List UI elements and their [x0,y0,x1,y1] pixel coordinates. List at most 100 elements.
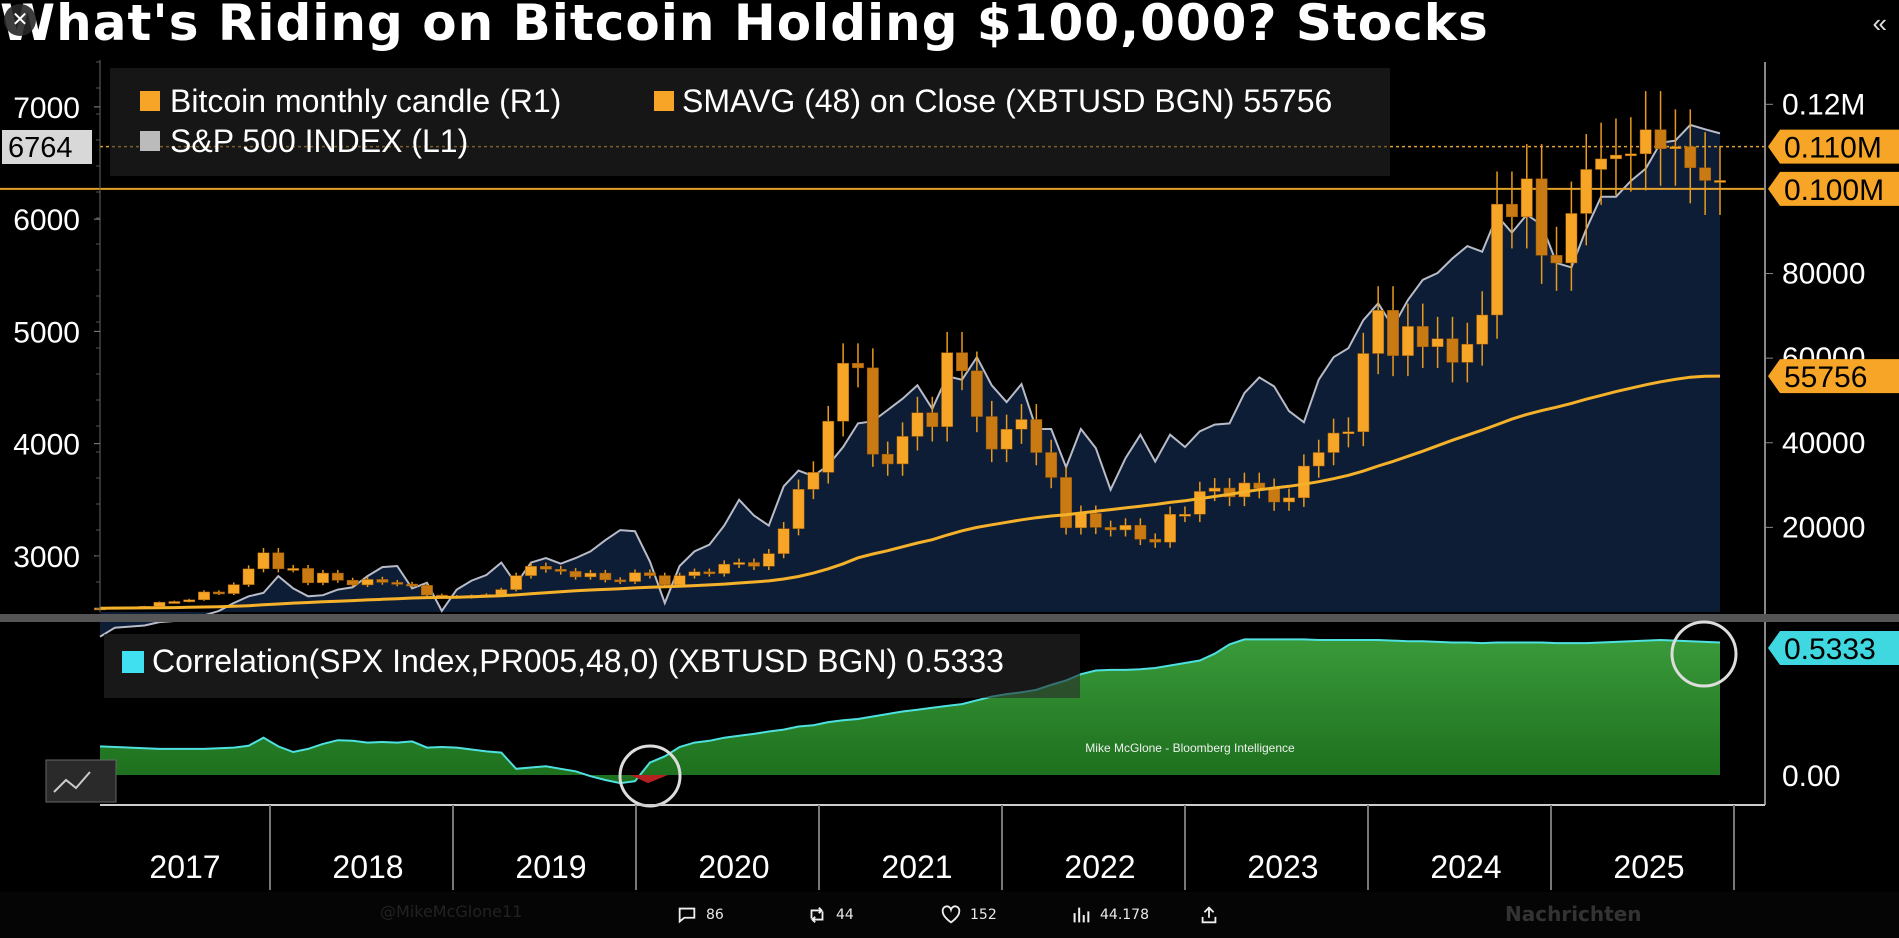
sma-last-marker: 55756 [1784,361,1867,394]
btc-candle [1312,452,1325,467]
btc-candle [1357,353,1370,433]
btc-candle [881,453,894,465]
btc-candle [866,367,879,455]
repost-button[interactable]: 44 [806,904,854,926]
btc-candle [257,552,270,570]
btc-candle [1075,513,1087,529]
btc-candle [822,420,835,473]
btc-candle [227,584,240,594]
btc-level-marker: 0.100M [1784,174,1884,207]
btc-candle [302,568,314,584]
btc-candle [1699,167,1712,181]
watermark-text: Mike McGlone - Bloomberg Intelligence [1085,741,1295,755]
sma-last-marker-box [1768,359,1899,394]
btc-candle [1283,497,1295,503]
btc-candle [1580,169,1593,214]
btc-candle [896,436,909,465]
btc-candle [1327,432,1340,453]
right-axis-tick: 80000 [1782,258,1865,291]
btc-candle [941,352,954,427]
btc-candle [539,566,552,570]
highlight-circle [1670,620,1738,688]
legend-correlation: Correlation(SPX Index,PR005,48,0) (XBTUS… [152,643,1004,679]
btc-candle [1624,153,1637,157]
btc-candle [198,591,210,601]
btc-candle [792,489,805,529]
btc-high-marker: 0.110M [1784,132,1882,165]
spx-last-marker: 6764 [8,132,73,164]
btc-candle [1669,146,1682,149]
panel-separator [0,614,1899,622]
btc-candle [213,591,225,595]
close-icon[interactable]: ✕ [4,4,36,36]
year-label: 2017 [149,849,220,885]
line-chart-icon [53,771,91,793]
legend-box [110,68,1390,176]
double-chevron-left-icon[interactable]: « [1872,8,1887,38]
btc-candle [1342,431,1355,435]
btc-candle [985,416,998,450]
btc-candle [168,601,181,604]
tweet-author: @MikeMcGlone11 [380,902,523,921]
left-axis-tick: 6000 [13,204,80,237]
btc-candle [1000,428,1013,450]
btc-candle [495,589,508,595]
btc-candle [510,575,523,590]
btc-candle [287,568,300,571]
btc-candle [1446,338,1459,363]
btc-candle [1030,419,1043,453]
btc-candle [926,412,939,427]
like-button[interactable]: 152 [940,904,997,926]
btc-candle [970,370,983,417]
btc-candle [1461,343,1474,363]
right-axis-tick: 40000 [1782,427,1865,460]
bitcoin-spx-chart: 700060005000400030000.12M800006000040000… [0,60,1899,890]
btc-candle [703,571,716,575]
year-label: 2018 [332,849,403,885]
left-axis-tick: 5000 [13,316,80,349]
sma-line [99,374,1721,610]
btc-candle [554,569,567,572]
left-axis-tick: 7000 [13,92,80,125]
btc-candle [1550,255,1563,264]
views-button[interactable]: 44.178 [1070,904,1149,926]
btc-candle [525,566,537,576]
btc-candle [183,599,196,603]
btc-candle [421,585,433,596]
left-axis-tick: 4000 [13,429,80,462]
btc-candle [762,553,775,567]
btc-candle [1387,310,1399,356]
corr-legend-box [104,634,1080,698]
btc-candle [1595,158,1607,170]
btc-candle [911,412,924,437]
btc-level-marker-box [1768,171,1899,206]
btc-candle [1253,482,1266,489]
like-count: 152 [970,907,997,923]
messages-nav[interactable]: Nachrichten [1505,902,1642,926]
btc-candle [1610,154,1622,160]
btc-candle [1104,527,1117,531]
btc-candle [1089,513,1102,528]
legend-swatch-correlation [122,651,144,673]
year-label: 2022 [1064,849,1135,885]
legend-swatch-spx [140,131,160,151]
share-button[interactable] [1198,904,1220,926]
btc-candle [1372,310,1385,354]
reply-count: 86 [706,907,724,923]
spx-area [100,124,1720,637]
btc-candle [777,528,790,554]
btc-candle [852,362,864,369]
btc-candle [956,352,968,372]
btc-candle [1714,180,1726,183]
btc-candle [1476,314,1489,345]
btc-candle [837,362,850,422]
reply-icon [678,907,696,924]
btc-high-marker-box [1768,129,1899,164]
legend-swatch-sma [654,91,674,111]
reply-button[interactable]: 86 [676,904,724,926]
btc-candle [1268,488,1281,503]
left-axis-tick: 3000 [13,541,80,574]
negative-correlation-area [630,775,668,784]
correlation-axis-tick: 0.00 [1782,760,1840,793]
btc-candle [331,572,344,581]
